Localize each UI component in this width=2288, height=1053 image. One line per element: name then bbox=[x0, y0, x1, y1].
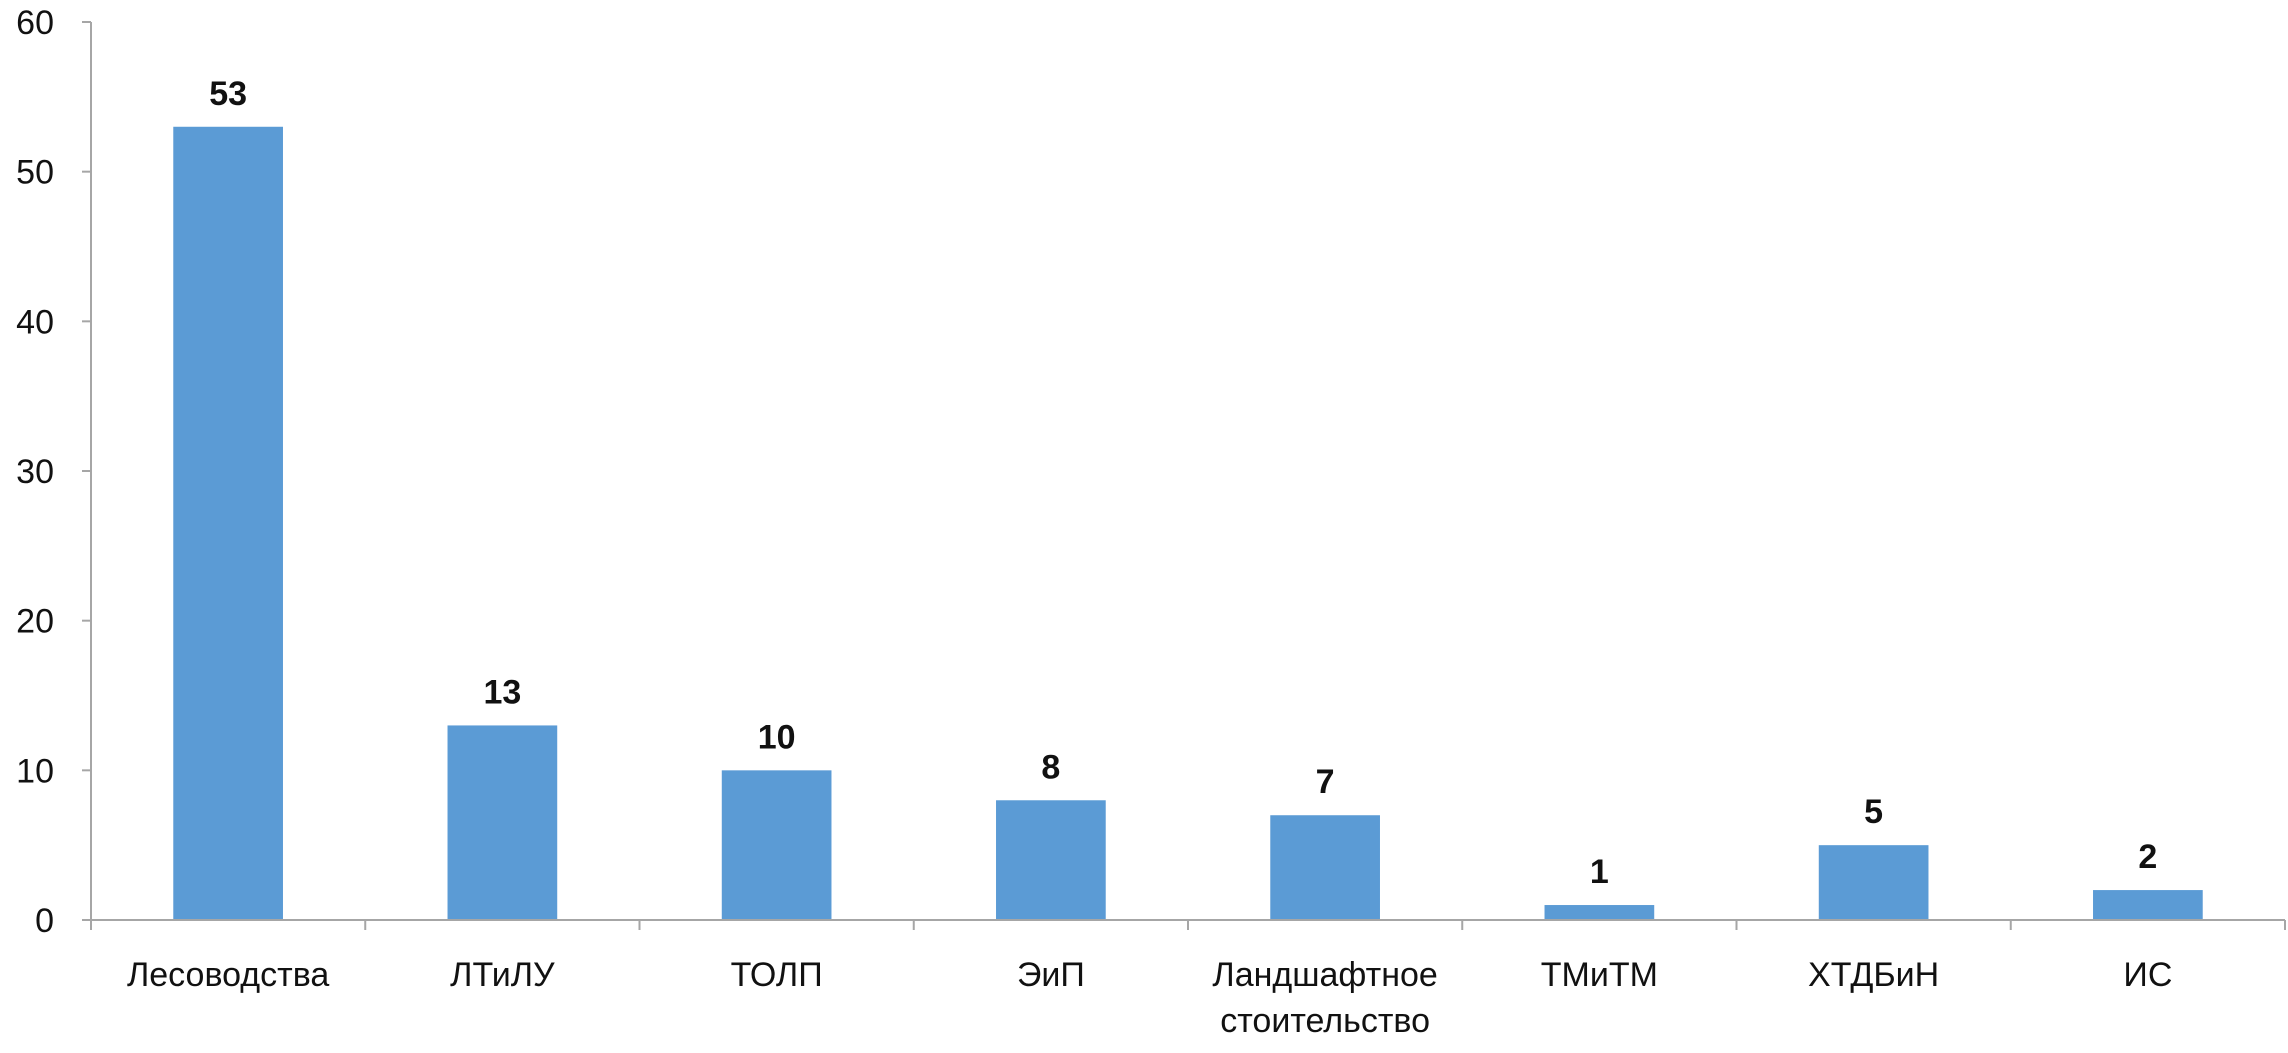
y-tick-label: 50 bbox=[16, 154, 54, 192]
bar-value-label: 13 bbox=[483, 673, 521, 711]
y-tick-label: 40 bbox=[16, 303, 54, 341]
bar-value-label: 1 bbox=[1590, 853, 1609, 891]
bar bbox=[1270, 815, 1380, 920]
bar-series bbox=[173, 126, 2203, 921]
category-label: Ландшафтное стоительство bbox=[1212, 956, 1437, 1040]
bar bbox=[1544, 905, 1655, 920]
category-label-line: ИС bbox=[2123, 956, 2172, 994]
category-label: Лесоводства bbox=[127, 956, 329, 994]
bar-value-label: 5 bbox=[1864, 793, 1883, 831]
bar-value-label: 10 bbox=[758, 718, 796, 756]
category-label: ТМиТМ bbox=[1541, 956, 1658, 994]
y-tick-label: 60 bbox=[16, 4, 54, 42]
y-tick-label: 30 bbox=[16, 453, 54, 491]
y-tick-label: 0 bbox=[35, 902, 54, 940]
category-label-line: ЭиП bbox=[1017, 956, 1085, 994]
bar-value-label: 7 bbox=[1316, 763, 1335, 801]
bar bbox=[721, 770, 832, 920]
category-label-line: ЛТиЛУ bbox=[450, 956, 555, 994]
x-axis-ticks bbox=[90, 920, 2286, 930]
bar-value-label: 53 bbox=[209, 75, 247, 113]
bar-value-label: 2 bbox=[2138, 838, 2157, 876]
y-axis-ticks: 0 10 20 30 40 50 60 bbox=[16, 4, 91, 940]
bar bbox=[2093, 890, 2203, 920]
y-tick-label: 10 bbox=[16, 752, 54, 790]
category-label-line: ТМиТМ bbox=[1541, 956, 1658, 994]
category-label: ЭиП bbox=[1017, 956, 1085, 994]
bar bbox=[173, 126, 283, 921]
bar bbox=[1818, 845, 1929, 920]
category-label-line: ХТДБиН bbox=[1808, 956, 1939, 994]
category-labels: Лесоводства ЛТиЛУ ТОЛП ЭиП Ландшафтное стоите… bbox=[127, 956, 2172, 1040]
category-label: ИС bbox=[2123, 956, 2172, 994]
y-tick-label: 20 bbox=[16, 603, 54, 641]
bar bbox=[447, 725, 558, 920]
bar-value-label: 8 bbox=[1041, 748, 1060, 786]
category-label-line: стоительство bbox=[1220, 1002, 1430, 1040]
category-label-line: Лесоводства bbox=[127, 956, 329, 994]
category-label: ТОЛП bbox=[731, 956, 823, 994]
category-label-line: ТОЛП bbox=[731, 956, 823, 994]
category-label: ЛТиЛУ bbox=[450, 956, 555, 994]
bar bbox=[996, 800, 1106, 920]
category-label: ХТДБиН bbox=[1808, 956, 1939, 994]
data-labels: 53 13 10 8 7 1 5 2 bbox=[209, 75, 2157, 891]
category-label-line: Ландшафтное bbox=[1212, 956, 1437, 994]
